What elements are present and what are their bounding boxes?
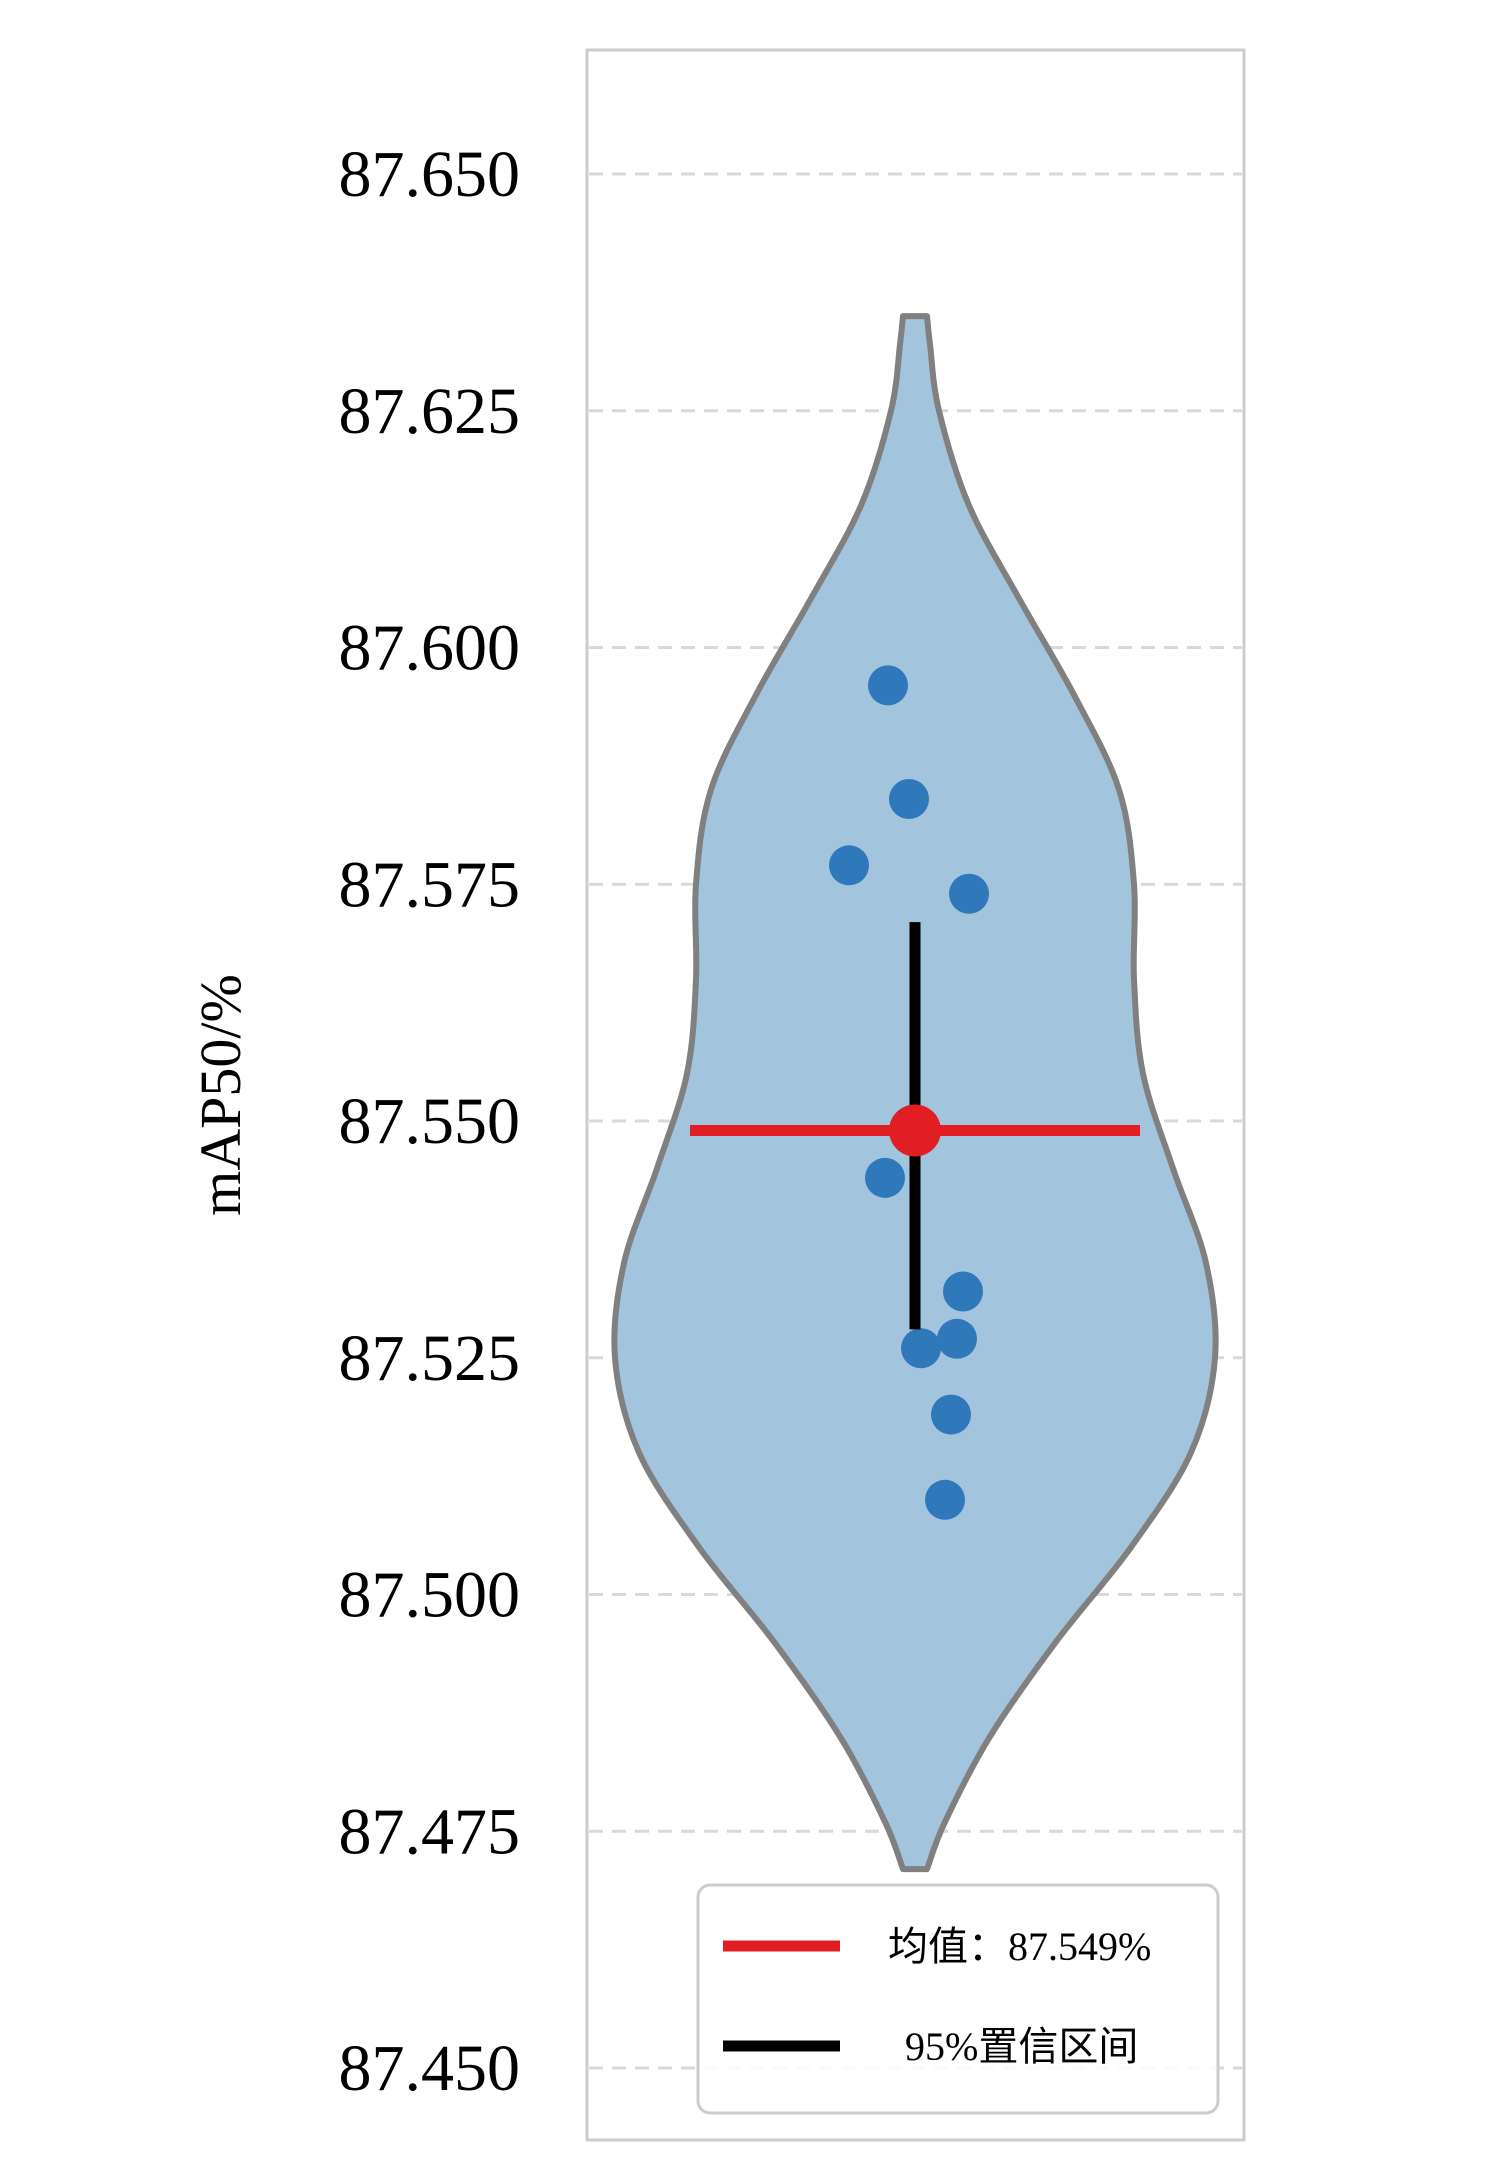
legend-box — [696, 1883, 1220, 2115]
y-axis-label: mAP50/% — [188, 974, 253, 1216]
y-tick-label: 87.650 — [339, 138, 521, 211]
data-point — [931, 1394, 971, 1435]
y-tick-label: 87.450 — [339, 2032, 521, 2105]
y-tick-labels: 87.450 87.475 87.500 87.525 87.550 87.575 87.6… — [339, 138, 521, 2105]
data-point — [865, 1157, 905, 1198]
legend: 均值：87.549% 95%置信区间 — [696, 1883, 1220, 2115]
plot-frame — [585, 48, 1246, 2142]
data-point — [889, 779, 929, 820]
y-tick-label: 87.550 — [339, 1085, 521, 1158]
data-point — [937, 1318, 977, 1359]
data-point — [949, 873, 989, 914]
y-tick-label: 87.600 — [339, 612, 521, 685]
data-point — [901, 1328, 941, 1369]
data-points — [829, 665, 989, 1520]
data-point — [868, 665, 908, 706]
y-tick-label: 87.475 — [339, 1795, 521, 1868]
y-tick-label: 87.575 — [339, 848, 521, 921]
y-tick-label: 87.625 — [339, 375, 521, 448]
legend-label-mean: 均值：87.549% — [888, 1924, 1151, 1969]
y-tick-label: 87.500 — [339, 1559, 521, 1632]
mean-marker — [889, 1104, 941, 1157]
data-point — [829, 845, 869, 886]
summary-marks — [690, 922, 1140, 1330]
data-point — [925, 1479, 965, 1520]
legend-label-ci: 95%置信区间 — [905, 2024, 1138, 2069]
y-tick-label: 87.525 — [339, 1322, 521, 1395]
data-point — [943, 1271, 983, 1312]
